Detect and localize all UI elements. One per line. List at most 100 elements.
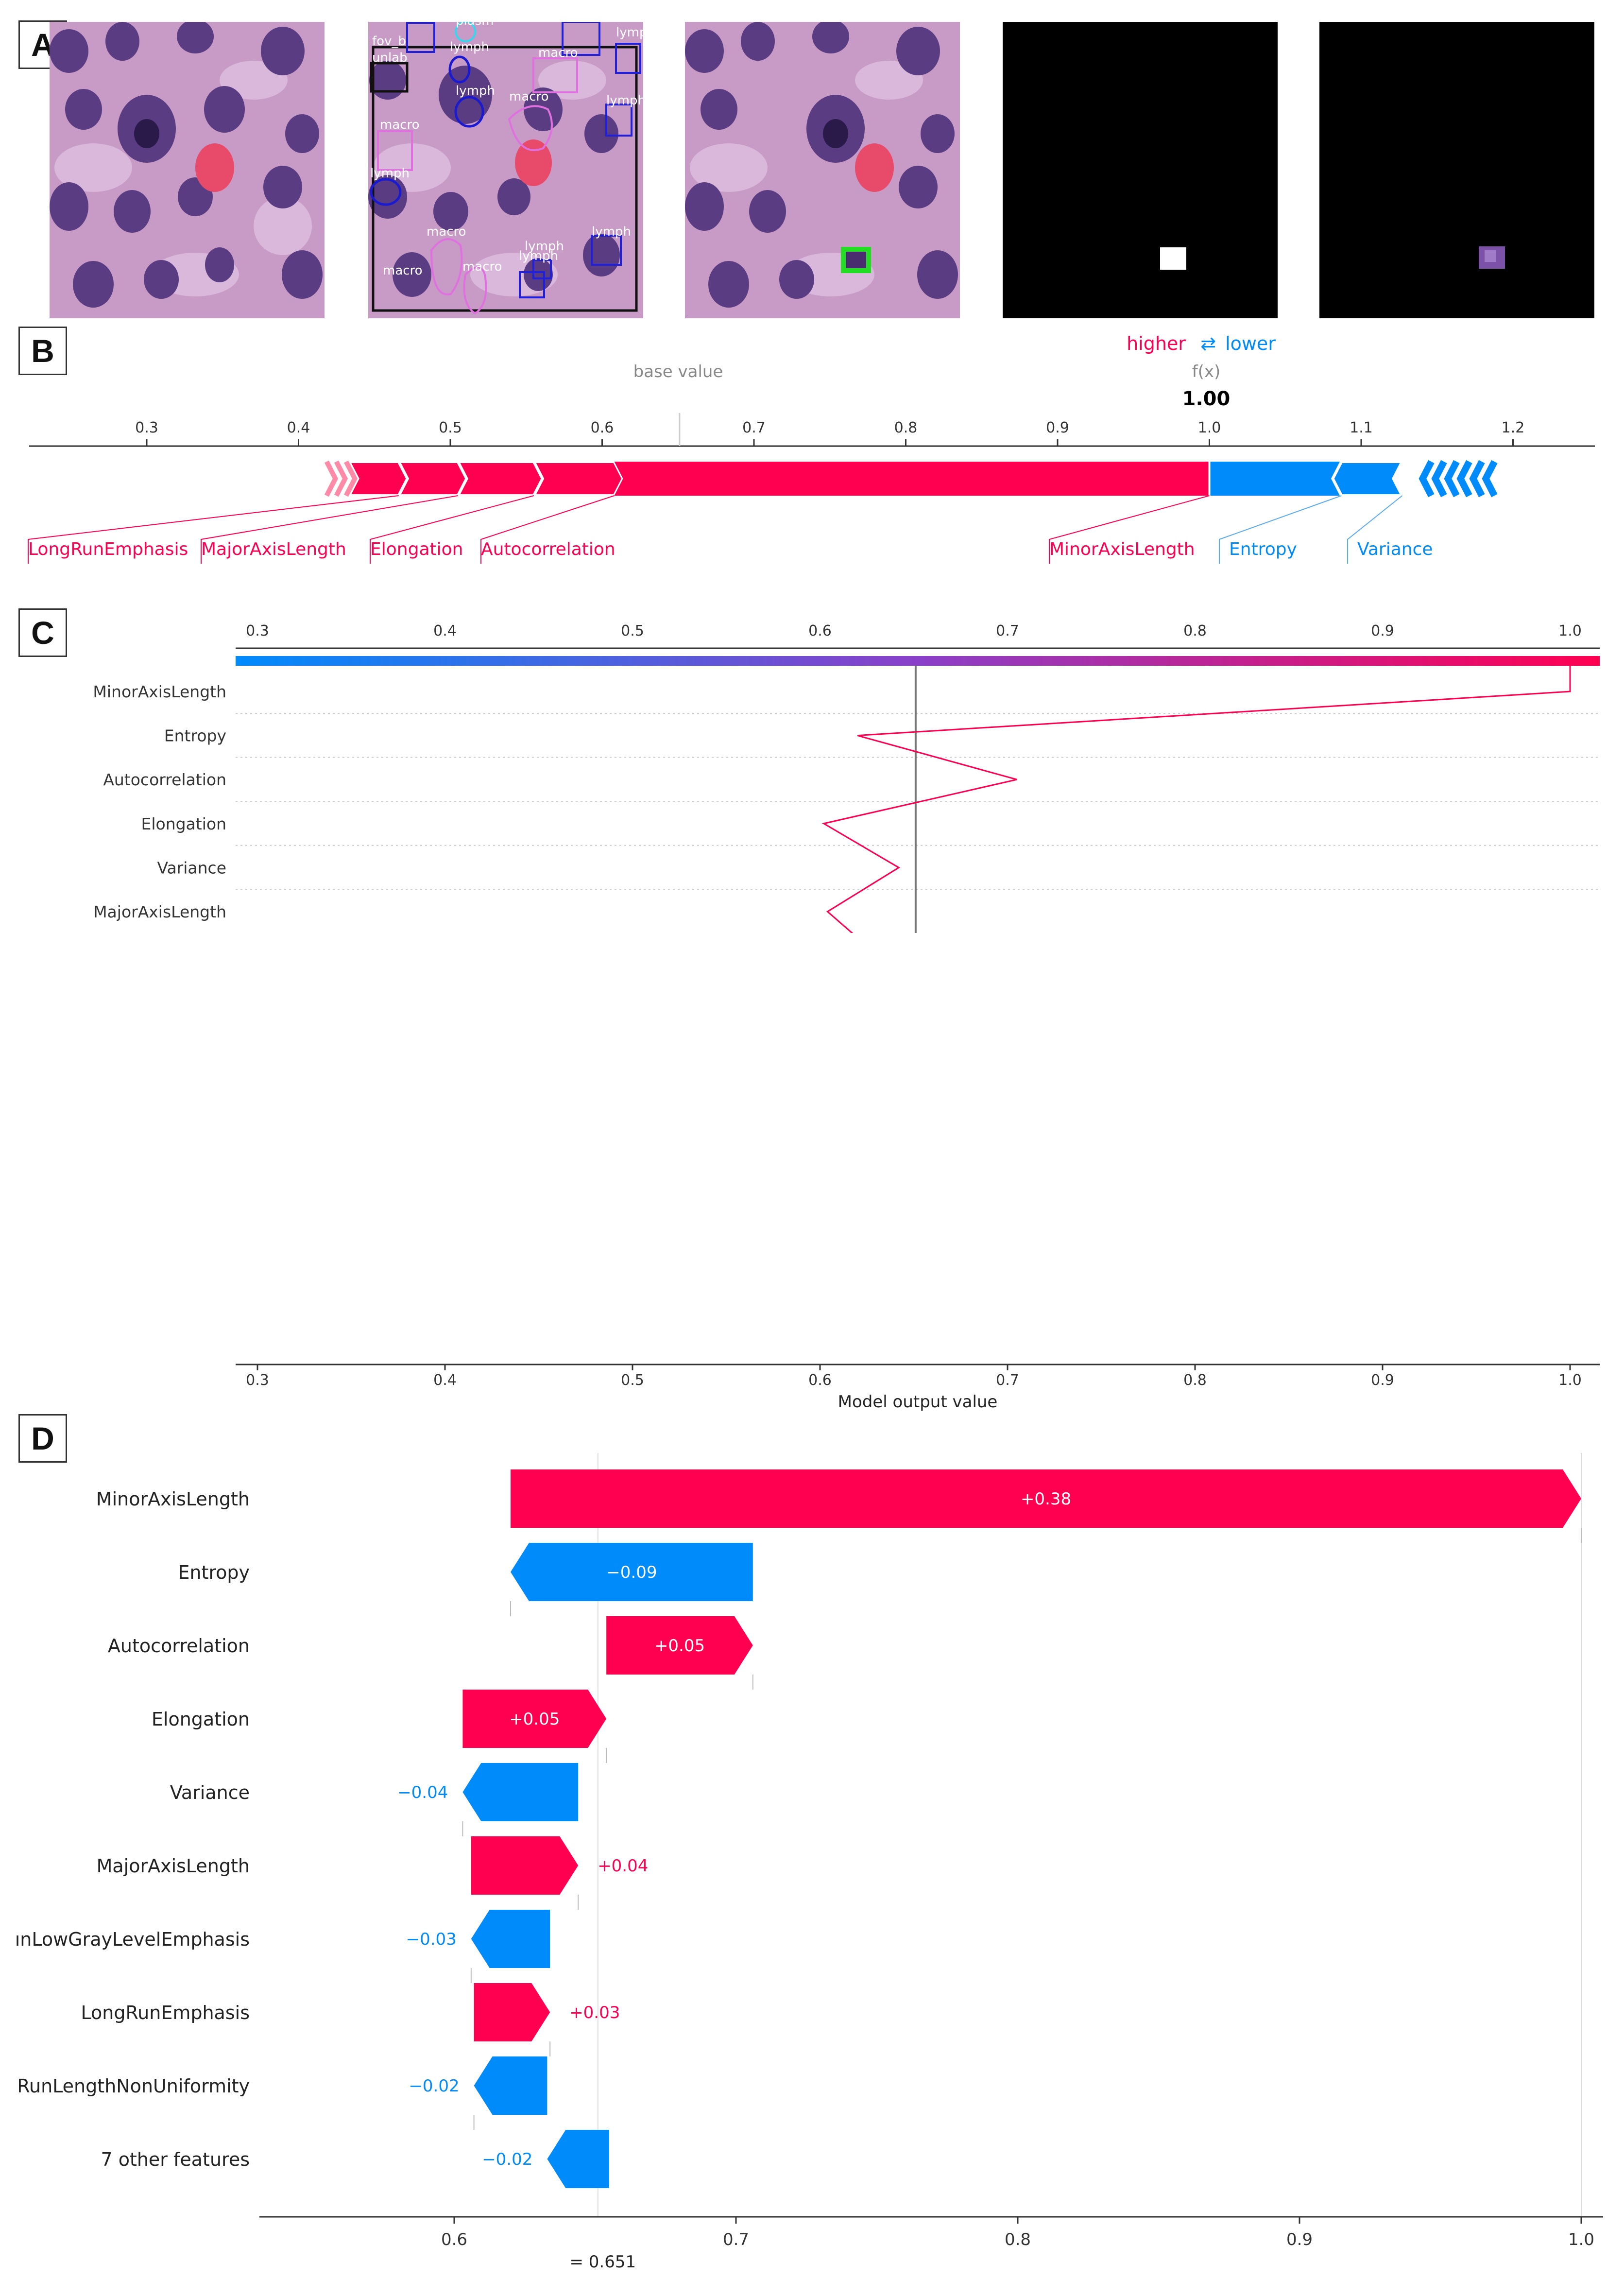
panel-b-letter: B [18, 327, 67, 375]
annotation-label: fov_b [372, 34, 406, 49]
svg-text:macro: macro [383, 263, 423, 278]
annotation-label: plasm [456, 22, 494, 28]
waterfall-feature-label: LongRunEmphasis [81, 2002, 250, 2023]
waterfall-bar [511, 1469, 1581, 1528]
waterfall-tick-label: 0.6 [441, 2230, 467, 2249]
waterfall-bar [474, 1983, 550, 2041]
decision-feature-label: MajorAxisLength [93, 902, 226, 921]
base-value-label: base value [633, 362, 723, 381]
force-segment-positive [346, 460, 410, 497]
waterfall-feature-label: 7 other features [101, 2149, 250, 2170]
decision-feature-label: MinorAxisLength [93, 682, 226, 701]
force-leader [1219, 495, 1342, 564]
legend-higher: higher [1127, 333, 1186, 354]
fx-value: 1.00 [1182, 388, 1231, 410]
force-chevron [343, 460, 358, 497]
force-segment-negative [1209, 462, 1342, 496]
waterfall-value-label: +0.38 [1021, 1489, 1071, 1509]
decision-bottom-tick-label: 0.4 [433, 1372, 457, 1389]
annotation-label: macro [509, 89, 549, 104]
waterfall-bar [462, 1690, 607, 1748]
decision-top-tick-label: 0.4 [433, 622, 457, 639]
force-tick-label: 0.8 [894, 419, 918, 436]
force-leader [480, 495, 615, 564]
decision-top-tick-label: 0.6 [808, 622, 832, 639]
decision-feature-label: Autocorrelation [103, 770, 226, 789]
decision-feature-label: Entropy [164, 726, 226, 745]
decision-feature-label: Variance [157, 858, 226, 877]
force-leader [1347, 495, 1403, 564]
force-tick-label: 0.4 [287, 419, 310, 436]
force-feature-label: LongRunEmphasis [28, 539, 188, 559]
force-feature-label: Variance [1357, 539, 1433, 559]
force-tick-label: 0.3 [135, 419, 158, 436]
panel-c-letter: C [18, 608, 67, 657]
force-tick-label: 0.7 [742, 419, 766, 436]
force-chevron [1482, 460, 1498, 498]
decision-feature-label: Elongation [141, 814, 226, 833]
decision-path [821, 665, 1571, 933]
waterfall-feature-label: Entropy [178, 1562, 250, 1583]
x-axis-label: Model output value [838, 1392, 998, 1412]
annotation-label: macro [538, 46, 578, 60]
waterfall-tick-label: 1.0 [1568, 2230, 1594, 2249]
waterfall-value-label: −0.04 [397, 1783, 448, 1802]
annotation-label: macro [462, 259, 502, 274]
waterfall-bar [547, 2130, 609, 2188]
annotation-label: macro [427, 225, 466, 239]
force-chevron [1419, 460, 1435, 498]
force-leader [370, 495, 534, 564]
annotation-label: lymph [592, 225, 631, 239]
waterfall-feature-label: Variance [170, 1782, 250, 1803]
decision-top-tick-label: 0.7 [996, 622, 1019, 639]
force-chevron [324, 460, 338, 497]
waterfall-feature-label: Autocorrelation [108, 1635, 250, 1657]
annotation-label: lymph [370, 166, 410, 181]
decision-bottom-tick-label: 0.6 [808, 1372, 832, 1389]
waterfall-bar [471, 1836, 579, 1895]
annotation-label: lymph [525, 239, 564, 254]
decision-bottom-tick-label: 0.8 [1183, 1372, 1207, 1389]
force-tick-label: 0.5 [439, 419, 462, 436]
decision-bottom-tick-label: 0.7 [996, 1372, 1019, 1389]
force-tick-label: 0.6 [591, 419, 614, 436]
annotation-label: lymph [616, 25, 643, 40]
panel-d-letter: D [18, 1414, 67, 1463]
waterfall-feature-label: RunLengthNonUniformity [17, 2075, 250, 2097]
decision-top-tick-label: 0.9 [1371, 622, 1394, 639]
force-chevron [334, 460, 348, 497]
shap-decision-plot: 0.3 0.4 0.5 0.6 0.7 0.8 0.9 1.0 MinorAxisLength… [93, 622, 1600, 933]
decision-bottom-tick-label: 0.5 [621, 1372, 644, 1389]
force-chevron [1444, 460, 1460, 498]
waterfall-feature-label: MajorAxisLength [97, 1855, 250, 1877]
waterfall-tick-label: 0.9 [1286, 2230, 1313, 2249]
tissue-image-annotated: fov_b unlab plasm lymph lymph macro macr… [368, 22, 643, 318]
decision-top-tick-label: 0.8 [1183, 622, 1207, 639]
decision-bottom-axis: 0.3 0.4 0.5 0.6 0.7 0.8 0.9 1.0 Model output va… [236, 1364, 1600, 1412]
legend-lower: lower [1225, 333, 1276, 354]
force-tick-label: 1.1 [1350, 419, 1373, 436]
legend-arrow: ⇄ [1200, 333, 1216, 354]
force-segment-positive [614, 462, 1210, 496]
waterfall-bar [606, 1616, 753, 1675]
waterfall-value-label: +0.05 [654, 1636, 705, 1656]
waterfall-bar [462, 1763, 579, 1821]
annotation-label: lymph [606, 93, 643, 108]
decision-top-tick-label: 1.0 [1558, 622, 1582, 639]
force-leader [1049, 495, 1210, 564]
waterfall-feature-label: Elongation [152, 1709, 250, 1730]
force-leader [201, 495, 458, 564]
fx-label: f(x) [1192, 362, 1221, 381]
force-tick-label: 1.0 [1198, 419, 1221, 436]
force-chevron [1431, 460, 1447, 498]
force-leader [28, 495, 399, 564]
annotation-label: unlab [372, 51, 408, 65]
force-segment-positive [455, 460, 545, 497]
force-feature-label: Elongation [370, 539, 463, 559]
waterfall-bar [471, 1910, 550, 1968]
waterfall-tick-label: 0.8 [1005, 2230, 1031, 2249]
force-segment-negative [1331, 460, 1405, 497]
force-tick-label: 0.9 [1046, 419, 1069, 436]
nucleus-mask [1003, 22, 1278, 318]
waterfall-feature-label: MinorAxisLength [96, 1488, 250, 1510]
